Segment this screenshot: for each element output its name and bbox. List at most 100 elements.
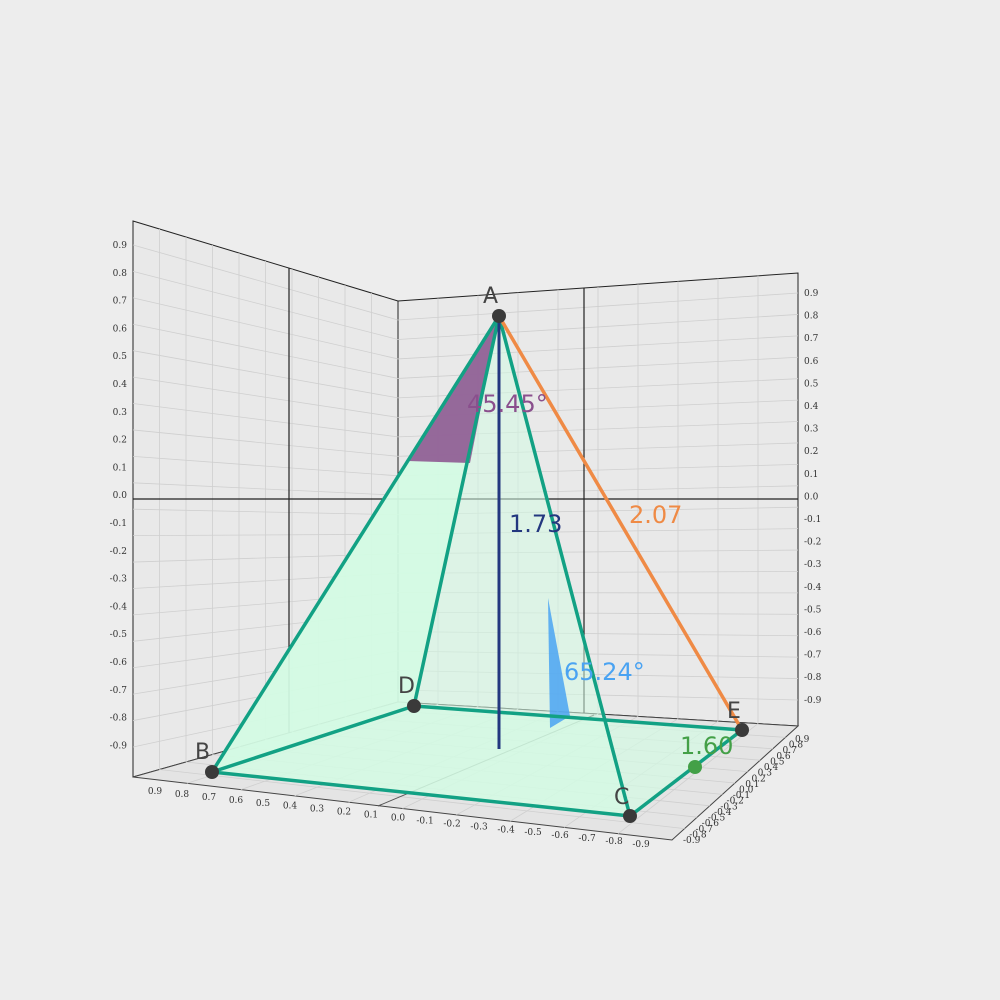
floor-right-tick-label: -0.2 (727, 797, 744, 807)
floor-front-tick-label: -0.8 (605, 837, 623, 847)
right-wall-tick-label: 0.8 (804, 312, 819, 322)
edge-bc (211, 770, 631, 818)
left-wall-tick-label: 0.5 (113, 352, 128, 362)
floor-front-tick-label: -0.6 (551, 831, 569, 841)
vertex-c-label: C (614, 785, 629, 810)
vertex-a-label: A (483, 284, 498, 309)
floor-right-tick-label: -0.7 (695, 825, 713, 835)
floor-right-tick-label: -0.8 (689, 830, 707, 840)
right-wall-tick-label: 0.9 (804, 289, 819, 299)
floor-front-tick-label: -0.9 (632, 840, 650, 850)
slant-edge-label: 2.07 (629, 501, 682, 529)
floor-front-tick-label: 0.4 (283, 802, 298, 812)
vertex-b-label: B (195, 740, 210, 765)
left-wall-tick-label: -0.8 (110, 714, 128, 724)
left-wall-tick-label: 0.0 (113, 491, 128, 501)
edge-ad (412, 315, 501, 707)
right-wall-tick-label: 0.2 (804, 447, 818, 457)
floor-right-tick-label: 0.2 (751, 774, 765, 784)
labels: A B C D E 45.45° 1.73 2.07 1.60 65.24° (195, 284, 741, 810)
left-wall-tick-label: 0.2 (113, 436, 127, 446)
left-wall-tick-label: 0.4 (113, 380, 128, 390)
floor-right-tick-label: -0.1 (733, 791, 750, 801)
right-wall-tick-label: 0.4 (804, 402, 819, 412)
pyramid-face-abc (212, 316, 630, 816)
left-wall-tick-label: -0.1 (110, 519, 127, 529)
floor-right-tick-label: 0.1 (745, 780, 759, 790)
right-wall-tick-label: -0.8 (804, 673, 822, 683)
floor-right-tick-label: 0.8 (789, 741, 804, 751)
slant-edge-ae (497, 315, 744, 731)
floor-front-tick-label: 0.3 (310, 805, 325, 815)
left-wall-tick-label: -0.3 (110, 575, 128, 585)
right-wall-tick-label: -0.2 (804, 538, 821, 548)
floor-right-tick-label: -0.6 (702, 819, 720, 829)
floor-right-tick-label: 0.7 (783, 746, 798, 756)
floor-right-tick-label: 0.6 (776, 752, 791, 762)
floor-front-tick-label: 0.2 (337, 808, 351, 818)
edge-de (413, 704, 743, 732)
axis-tick-labels: 0.90.80.70.60.50.40.30.20.10.0-0.1-0.2-0… (110, 241, 822, 850)
left-wall-tick-label: -0.6 (110, 658, 128, 668)
edge-ce-label: 1.60 (680, 732, 733, 760)
floor-front-tick-label: 0.1 (364, 811, 378, 821)
apex-angle-label: 45.45° (467, 390, 548, 418)
edge-ac (497, 315, 632, 817)
floor-front-tick-label: -0.7 (578, 834, 596, 844)
face-angle-label: 65.24° (564, 658, 645, 686)
left-wall-tick-label: 0.1 (113, 463, 127, 473)
right-wall-tick-label: 0.3 (804, 425, 819, 435)
right-wall-tick-label: -0.1 (804, 515, 821, 525)
right-wall-tick-label: 0.5 (804, 379, 819, 389)
floor-right-tick-label: 0.5 (770, 757, 785, 767)
left-wall-tick-label: 0.3 (113, 408, 128, 418)
left-wall-tick-label: 0.8 (113, 269, 128, 279)
floor-front-tick-label: 0.0 (391, 814, 406, 824)
vertex-e-point (735, 723, 749, 737)
edge-ce-midpoint (688, 760, 702, 774)
right-wall-tick-label: 0.1 (804, 470, 818, 480)
right-wall-tick-label: -0.5 (804, 605, 822, 615)
left-wall-tick-label: -0.9 (110, 741, 128, 751)
right-wall-tick-label: 0.0 (804, 492, 819, 502)
floor-right-tick-label: 0.0 (739, 786, 754, 796)
edge-ce (628, 728, 744, 818)
floor-front-tick-label: 0.7 (202, 793, 217, 803)
left-wall-tick-label: 0.7 (113, 297, 128, 307)
floor-front-tick-label: 0.6 (229, 796, 244, 806)
left-wall-tick-label: 0.6 (113, 324, 128, 334)
floor-right-tick-label: -0.3 (720, 802, 738, 812)
floor-front-tick-label: 0.9 (148, 787, 163, 797)
left-wall-tick-label: -0.5 (110, 630, 128, 640)
pyramid (205, 309, 749, 823)
floor-right-tick-label: -0.4 (714, 808, 732, 818)
vertex-d-label: D (398, 674, 415, 699)
right-wall-tick-label: -0.7 (804, 651, 822, 661)
floor-right-tick-label: -0.5 (708, 814, 726, 824)
left-wall-tick-label: 0.9 (113, 241, 128, 251)
right-wall-tick-label: -0.6 (804, 628, 822, 638)
vertex-b-point (205, 765, 219, 779)
floor-front-tick-label: -0.4 (497, 825, 515, 835)
left-wall-tick-label: -0.4 (110, 602, 128, 612)
floor-front-tick-label: 0.8 (175, 790, 190, 800)
height-label: 1.73 (509, 510, 562, 538)
floor-front-tick-label: -0.1 (416, 816, 433, 826)
floor-right-tick-label: 0.9 (795, 735, 810, 745)
floor-front-tick-label: 0.5 (256, 799, 271, 809)
floor-front-tick-label: -0.3 (470, 822, 488, 832)
edge-bd (211, 704, 415, 774)
edge-ab (210, 315, 501, 773)
left-wall-tick-label: -0.7 (110, 686, 128, 696)
floor-front-tick-label: -0.2 (443, 819, 460, 829)
floor-right-tick-label: -0.9 (683, 836, 701, 846)
floor-grid-line (617, 723, 759, 835)
vertex-a-point (492, 309, 506, 323)
vertex-d-point (407, 699, 421, 713)
floor-right-tick-label: 0.3 (758, 769, 773, 779)
right-wall-tick-label: -0.3 (804, 560, 822, 570)
right-wall-tick-label: 0.7 (804, 334, 819, 344)
floor-right-tick-label: 0.4 (764, 763, 779, 773)
right-wall-tick-label: -0.9 (804, 696, 822, 706)
